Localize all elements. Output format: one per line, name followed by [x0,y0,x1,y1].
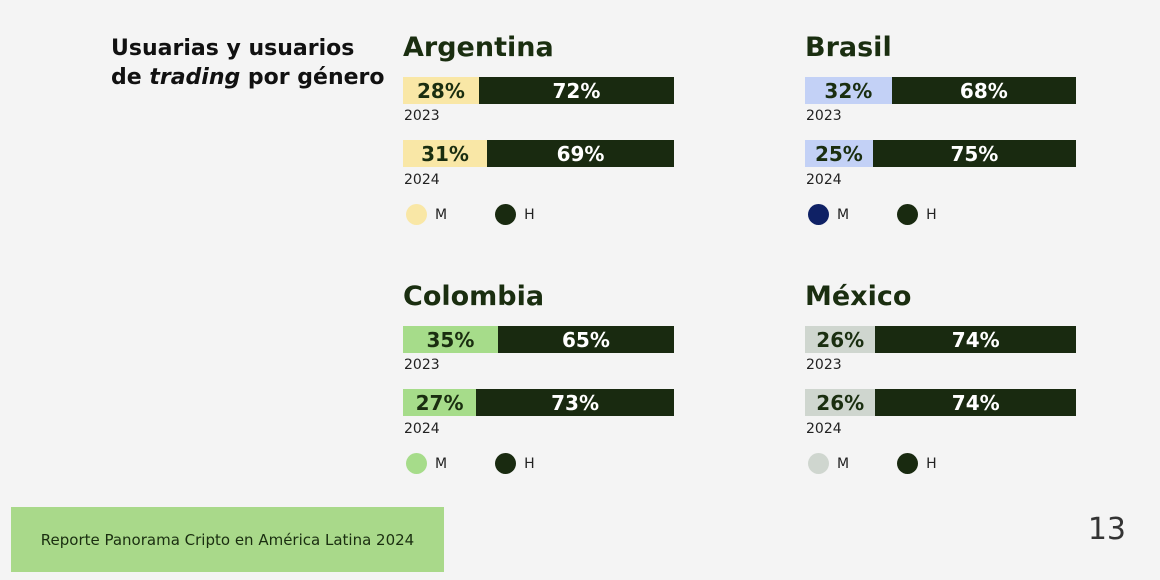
legend-dot-h [897,204,919,225]
year-label-2023: 2023 [806,357,842,373]
chart-title: Usuarias y usuarios de trading por géner… [111,34,385,92]
data-label-h: 75% [950,141,999,166]
year-label-2023: 2023 [404,357,440,373]
data-label-m: 25% [814,141,863,166]
bar-2023: 35% 65% [403,326,674,353]
bar-segment-h: 69% [487,140,674,167]
year-label-2023: 2023 [806,108,842,124]
bar-segment-m: 28% [403,77,479,104]
legend: M H [808,204,937,225]
legend-dot-m [406,204,427,225]
legend-dot-h [495,204,517,225]
bar-segment-m: 31% [403,140,487,167]
legend-label-m: M [435,455,448,472]
bar-segment-h: 65% [497,326,674,353]
chart-title-line2-italic: trading [149,65,241,90]
chart-title-line2-pre: de [111,65,150,90]
panel-colombia: Colombia 35% 65% 2023 27% 73% 2024 M H [403,281,675,481]
country-title: Colombia [403,281,545,312]
bar-2024: 27% 73% [403,389,674,416]
page-number: 13 [1087,512,1126,547]
data-label-m: 32% [824,78,873,103]
legend-label-h: H [926,206,937,223]
country-title: Brasil [805,32,892,63]
data-label-h: 72% [552,78,601,103]
legend-label-m: M [435,206,448,223]
legend-dot-m [406,453,427,474]
data-label-h: 68% [959,78,1008,103]
legend-item-m: M [406,204,447,225]
bar-segment-m: 26% [805,389,876,416]
footer-text: Reporte Panorama Cripto en América Latin… [40,530,415,549]
legend: M H [406,204,535,225]
legend-dot-m [808,204,829,225]
legend: M H [406,453,535,474]
legend-item-m: M [406,453,447,474]
bar-segment-m: 32% [805,77,892,104]
chart-title-line1: Usuarias y usuarios [111,36,355,61]
chart-title-line2-post: por género [240,65,385,90]
data-label-h: 74% [951,390,1000,415]
bar-segment-m: 25% [805,140,873,167]
bar-segment-h: 72% [478,77,674,104]
bar-segment-m: 27% [403,389,477,416]
bar-2023: 32% 68% [805,77,1076,104]
chart-title-line2: de trading por género [111,63,385,92]
data-label-m: 26% [816,390,865,415]
data-label-m: 28% [417,78,465,103]
footer-banner: Reporte Panorama Cripto en América Latin… [11,507,444,572]
legend-item-m: M [808,204,849,225]
legend-label-h: H [524,455,535,472]
legend: M H [808,453,937,474]
bar-segment-h: 74% [875,326,1076,353]
legend-item-h: H [897,453,937,474]
bar-2024: 31% 69% [403,140,674,167]
legend-item-h: H [495,453,535,474]
legend-dot-h [897,453,919,474]
bar-2024: 25% 75% [805,140,1076,167]
data-label-m: 31% [421,141,469,166]
panel-brasil: Brasil 32% 68% 2023 25% 75% 2024 M H [805,32,1077,232]
bar-2023: 26% 74% [805,326,1076,353]
bar-segment-m: 26% [805,326,876,353]
legend-item-m: M [808,453,849,474]
legend-label-h: H [524,206,535,223]
legend-label-m: M [837,206,850,223]
bar-segment-m: 35% [403,326,498,353]
bar-2024: 26% 74% [805,389,1076,416]
legend-dot-h [495,453,517,474]
bar-segment-h: 75% [872,140,1076,167]
legend-item-h: H [897,204,937,225]
legend-label-h: H [926,455,937,472]
data-label-h: 69% [556,141,605,166]
year-label-2024: 2024 [404,421,440,437]
data-label-h: 74% [951,327,1000,352]
data-label-h: 65% [561,327,610,352]
data-label-m: 35% [426,327,475,352]
legend-item-h: H [495,204,535,225]
data-label-m: 27% [415,390,464,415]
year-label-2024: 2024 [404,172,440,188]
year-label-2023: 2023 [404,108,440,124]
panel-argentina: Argentina 28% 72% 2023 31% 69% 2024 M H [403,32,675,232]
bar-2023: 28% 72% [403,77,674,104]
bar-segment-h: 68% [891,77,1076,104]
data-label-h: 73% [551,390,600,415]
legend-dot-m [808,453,829,474]
panel-mexico: México 26% 74% 2023 26% 74% 2024 M H [805,281,1077,481]
year-label-2024: 2024 [806,172,842,188]
bar-segment-h: 74% [875,389,1076,416]
year-label-2024: 2024 [806,421,842,437]
country-title: Argentina [403,32,554,63]
data-label-m: 26% [816,327,865,352]
bar-segment-h: 73% [476,389,674,416]
country-title: México [805,281,912,312]
legend-label-m: M [837,455,850,472]
